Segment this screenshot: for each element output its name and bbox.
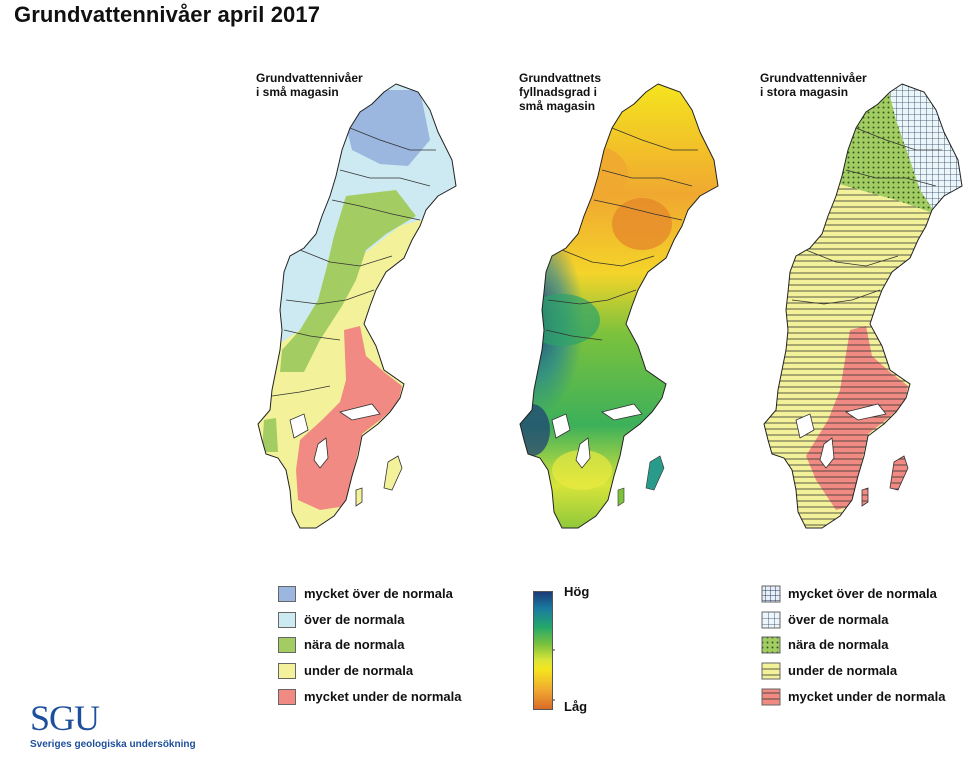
legend-swatch <box>278 637 296 653</box>
sgu-logo: SGU <box>30 698 100 738</box>
map-title-fill-degree: Grundvattnets fyllnadsgrad i små magasin <box>519 71 602 113</box>
island-gotland <box>383 455 403 491</box>
map-large-levels <box>763 83 963 529</box>
legend-swatch <box>278 612 296 628</box>
legend-item: nära de normala <box>762 637 976 655</box>
page-title: Grundvattennivåer april 2017 <box>14 2 321 27</box>
legend-label: under de normala <box>304 663 414 678</box>
map-small-levels <box>257 83 457 529</box>
gradient-high-label: Hög <box>564 584 590 599</box>
legend-label: över de normala <box>788 612 889 627</box>
legend-label: mycket under de normala <box>788 689 946 704</box>
legend-swatch <box>278 586 296 602</box>
legend-item: över de normala <box>278 612 538 630</box>
legend-item: under de normala <box>762 663 976 681</box>
sgu-logo-subtitle: Sveriges geologiska undersökning <box>30 739 196 750</box>
gradient-low-label: Låg <box>564 699 588 714</box>
legend-large-swatches <box>761 585 781 706</box>
island-oland <box>355 487 363 507</box>
legend-item: mycket över de normala <box>762 586 976 604</box>
map-title-large-levels: Grundvattennivåer i stora magasin <box>760 71 867 99</box>
map-title-small-levels: Grundvattennivåer i små magasin <box>256 71 363 99</box>
legend-item: nära de normala <box>278 637 538 655</box>
map-fill-degree <box>519 83 719 529</box>
legend-swatch <box>278 689 296 705</box>
legend-label: mycket under de normala <box>304 689 462 704</box>
legend-swatch <box>278 663 296 679</box>
legend-item: över de normala <box>762 612 976 630</box>
fill-degree-gradient-bar <box>533 591 553 710</box>
legend-label: nära de normala <box>788 637 889 652</box>
legend-label: över de normala <box>304 612 405 627</box>
legend-label: nära de normala <box>304 637 405 652</box>
legend-label: under de normala <box>788 663 898 678</box>
legend-item: mycket över de normala <box>278 586 538 604</box>
legend-item: mycket under de normala <box>278 689 538 707</box>
legend-label: mycket över de normala <box>304 586 453 601</box>
region-much-over-normal <box>346 90 430 166</box>
region-near-normal <box>280 190 416 372</box>
legend-label: mycket över de normala <box>788 586 937 601</box>
legend-item: mycket under de normala <box>762 689 976 707</box>
legend-item: under de normala <box>278 663 538 681</box>
